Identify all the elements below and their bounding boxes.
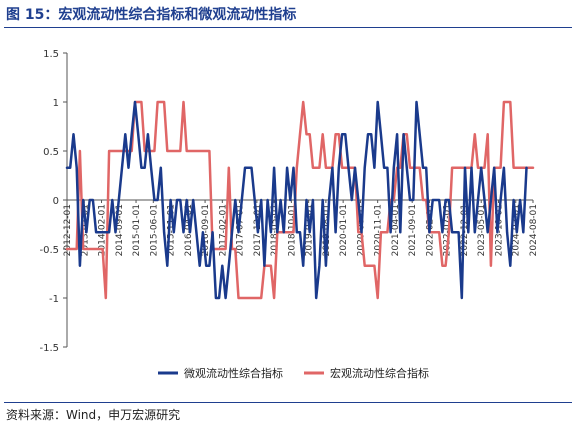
x-tick-label: 2022-12-01 [460, 204, 470, 256]
legend-label: 微观流动性综合指标 [184, 366, 283, 380]
x-tick-label: 2014-02-01 [98, 204, 108, 256]
y-tick-label: 0.5 [43, 147, 59, 158]
figure-title: 图 15：宏观流动性综合指标和微观流动性指标 [6, 7, 297, 23]
y-tick-label: -1 [49, 294, 59, 305]
x-tick-label: 2017-07-01 [236, 204, 246, 256]
x-tick-label: 2018-05-01 [270, 204, 280, 256]
x-tick-label: 2024-08-01 [529, 204, 539, 256]
x-tick-label: 2022-07-01 [443, 204, 453, 256]
legend-label: 宏观流动性综合指标 [330, 366, 429, 380]
x-tick-label: 2017-02-01 [218, 204, 228, 256]
x-tick-label: 2020-01-01 [339, 204, 349, 256]
legend: 微观流动性综合指标 宏观流动性综合指标 [158, 366, 429, 380]
x-tick-label: 2015-11-01 [167, 204, 177, 256]
x-tick-label: 2023-05-01 [477, 204, 487, 256]
y-tick-label: 1.5 [43, 49, 59, 60]
x-tick-label: 2015-01-01 [132, 204, 142, 256]
title-rule [4, 27, 572, 28]
x-tick-label: 2021-04-01 [391, 204, 401, 256]
y-axis: -1.5 -1 -0.5 0 0.5 1 1.5 [39, 49, 68, 354]
x-tick-label: 2023-10-01 [494, 204, 504, 256]
x-tick-label: 2021-09-01 [408, 204, 418, 256]
x-tick-label: 2020-11-01 [374, 204, 384, 256]
source-note: 资料来源：Wind，申万宏源研究 [6, 408, 181, 422]
y-tick-label: -0.5 [39, 245, 59, 256]
x-tick-label: 2012-12-01 [63, 204, 73, 256]
source-rule [4, 402, 572, 403]
x-tick-label: 2014-09-01 [115, 204, 125, 256]
series-line [65, 100, 535, 300]
x-tick-label: 2015-06-01 [149, 204, 159, 256]
y-tick-label: 1 [53, 98, 59, 109]
y-tick-label: -1.5 [39, 343, 59, 354]
y-tick-label: 0 [53, 196, 59, 207]
series-line [65, 100, 528, 300]
series-layer [65, 100, 535, 300]
x-tick-label: 2016-09-01 [201, 204, 211, 256]
chart: -1.5-1-0.500.511.5 2012-12-01 2013-07-01 2… [39, 49, 539, 380]
